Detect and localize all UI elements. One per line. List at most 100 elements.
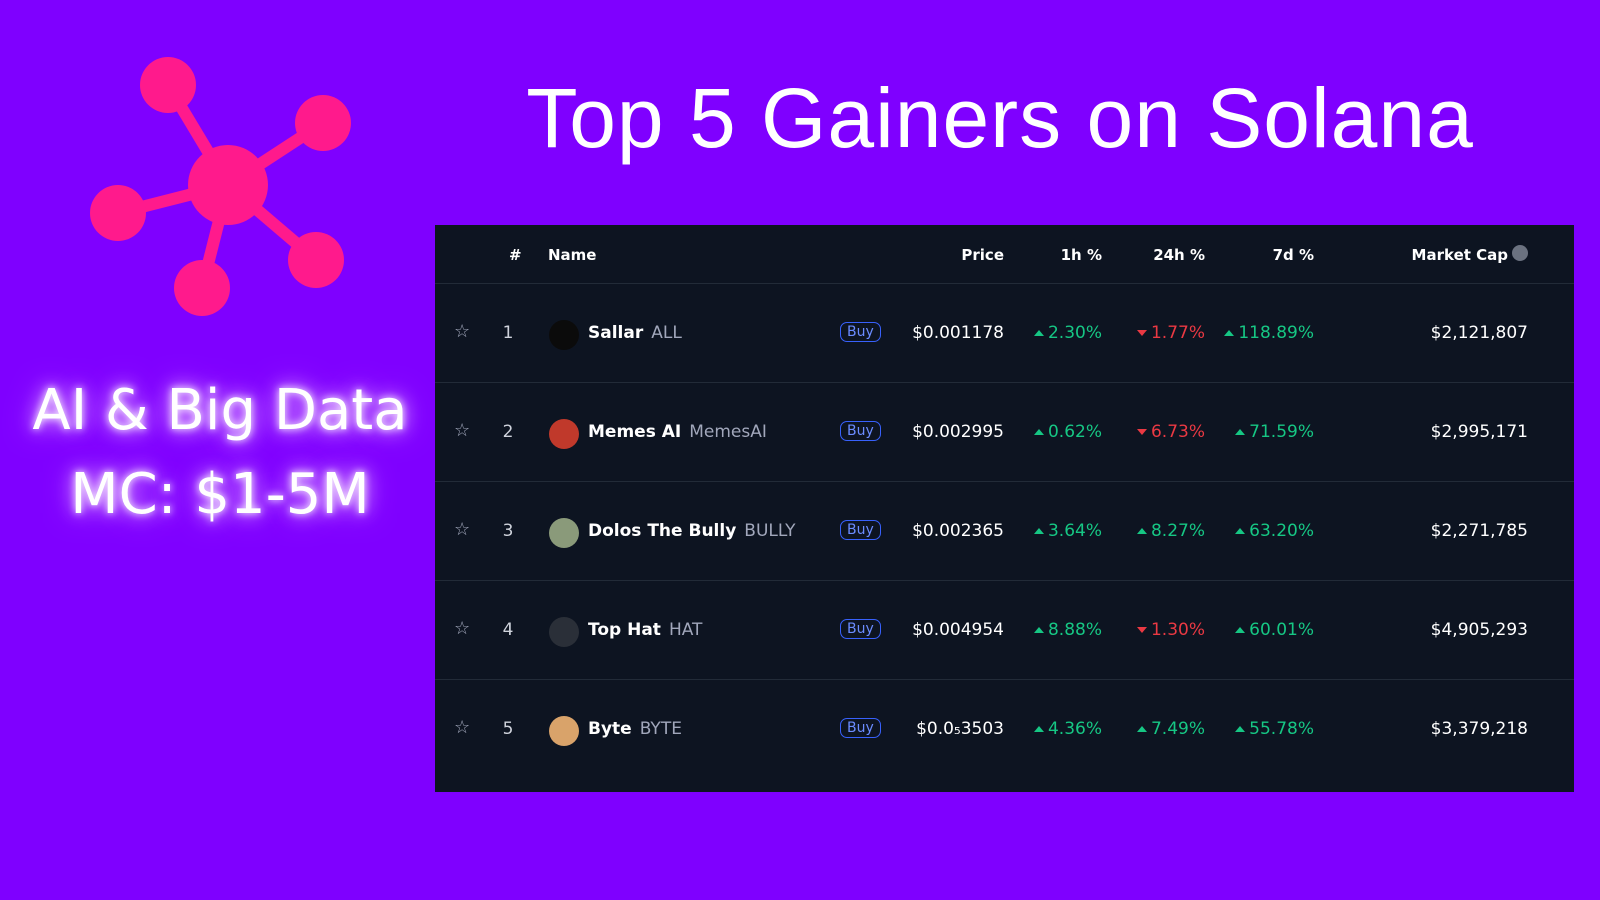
change-h24: 7.49% (1136, 719, 1205, 739)
percent: 8.88% (1047, 620, 1102, 640)
rank: 2 (502, 422, 514, 442)
arrow (1136, 330, 1147, 336)
column-header: Market Cap (1411, 246, 1508, 264)
percent: 8.27% (1150, 521, 1205, 541)
change-d7: 118.89% (1224, 323, 1314, 343)
market-cap-label: MC: $1-5M (70, 462, 370, 527)
arrow (1235, 429, 1246, 435)
change-h24: 1.30% (1136, 620, 1205, 640)
category-label: AI & Big Data (32, 378, 408, 443)
arrow (1235, 726, 1246, 732)
star-icon[interactable]: ☆ (454, 420, 471, 441)
arrow (1033, 627, 1044, 633)
table: # Name Price 1h % 24h % 7d % Market Cap ☆ 1 Salla… (435, 225, 1574, 792)
change-h1: 8.88% (1033, 620, 1102, 640)
percent: 6.73% (1150, 422, 1205, 442)
rank: 1 (502, 323, 514, 343)
name: Memes AI (588, 422, 682, 442)
market-cap: $4,905,293 (1430, 620, 1528, 640)
column-header: 1h % (1060, 246, 1102, 264)
change-d7: 60.01% (1235, 620, 1314, 640)
symbol: MemesAI (689, 422, 767, 442)
change-h24: 8.27% (1136, 521, 1205, 541)
price: $0.001178 (912, 323, 1004, 343)
change-h24: 1.77% (1136, 323, 1205, 343)
change-h1: 4.36% (1033, 719, 1102, 739)
change-h24: 6.73% (1136, 422, 1205, 442)
symbol: BULLY (744, 521, 796, 541)
rank: 4 (502, 620, 514, 640)
column-header: # (509, 246, 522, 264)
title: Top 5 Gainers on Solana (526, 71, 1474, 165)
arrow (1136, 726, 1147, 732)
percent: 0.62% (1047, 422, 1102, 442)
percent: 3.64% (1047, 521, 1102, 541)
percent: 2.30% (1047, 323, 1102, 343)
arrow (1136, 528, 1147, 534)
logo (90, 57, 351, 316)
price: $0.004954 (912, 620, 1004, 640)
change-d7: 71.59% (1235, 422, 1314, 442)
buy-button[interactable]: Buy (840, 619, 881, 639)
table-row: ☆ 5 Byte BYTE Buy $0.0₅3503 4.36% 7.49% 55.78% $3… (435, 679, 1574, 781)
arrow (1235, 528, 1246, 534)
arrow (1033, 726, 1044, 732)
market-cap: $3,379,218 (1430, 719, 1528, 739)
coin-icon (549, 320, 579, 350)
column-header: Price (961, 246, 1004, 264)
arrow (1235, 627, 1246, 633)
name: Dolos The Bully (588, 521, 737, 541)
column-header: Name (548, 246, 597, 264)
coin-icon (549, 518, 579, 548)
arrow (1033, 528, 1044, 534)
percent: 4.36% (1047, 719, 1102, 739)
coin-name[interactable]: Sallar ALL (588, 323, 682, 343)
symbol: BYTE (639, 719, 682, 739)
market-cap: $2,995,171 (1430, 422, 1528, 442)
column-header: 24h % (1153, 246, 1205, 264)
star-icon[interactable]: ☆ (454, 321, 471, 342)
star-icon[interactable]: ☆ (454, 618, 471, 639)
coin-name[interactable]: Memes AI MemesAI (588, 422, 767, 442)
arrow (1136, 429, 1147, 435)
coin-icon (549, 419, 579, 449)
name: Sallar (588, 323, 644, 343)
name: Byte (588, 719, 632, 739)
buy-button[interactable]: Buy (840, 322, 881, 342)
arrow (1224, 330, 1235, 336)
percent: 1.77% (1150, 323, 1205, 343)
change-h1: 2.30% (1033, 323, 1102, 343)
table-row: ☆ 4 Top Hat HAT Buy $0.004954 8.88% 1.30% 60.01%… (435, 580, 1574, 682)
rank: 3 (502, 521, 514, 541)
market-cap: $2,271,785 (1430, 521, 1528, 541)
price: $0.002365 (912, 521, 1004, 541)
arrow (1136, 627, 1147, 633)
star-icon[interactable]: ☆ (454, 717, 471, 738)
change-h1: 0.62% (1033, 422, 1102, 442)
percent: 60.01% (1249, 620, 1314, 640)
coin-name[interactable]: Byte BYTE (588, 719, 682, 739)
star-icon[interactable]: ☆ (454, 519, 471, 540)
name: Top Hat (588, 620, 661, 640)
coin-icon (549, 617, 579, 647)
buy-button[interactable]: Buy (840, 421, 881, 441)
market-cap: $2,121,807 (1430, 323, 1528, 343)
table-row: ☆ 2 Memes AI MemesAI Buy $0.002995 0.62% 6.73% 7… (435, 382, 1574, 484)
percent: 55.78% (1249, 719, 1314, 739)
percent: 1.30% (1150, 620, 1205, 640)
coin-icon (549, 716, 579, 746)
percent: 118.89% (1238, 323, 1314, 343)
symbol: ALL (651, 323, 682, 343)
table-row: ☆ 1 Sallar ALL Buy $0.001178 2.30% 1.77% 118.89%… (435, 283, 1574, 385)
percent: 71.59% (1249, 422, 1314, 442)
coin-name[interactable]: Top Hat HAT (588, 620, 702, 640)
column-header: 7d % (1272, 246, 1314, 264)
coin-name[interactable]: Dolos The Bully BULLY (588, 521, 795, 541)
buy-button[interactable]: Buy (840, 718, 881, 738)
percent: 7.49% (1150, 719, 1205, 739)
buy-button[interactable]: Buy (840, 520, 881, 540)
change-d7: 55.78% (1235, 719, 1314, 739)
percent: 63.20% (1249, 521, 1314, 541)
price: $0.002995 (912, 422, 1004, 442)
change-d7: 63.20% (1235, 521, 1314, 541)
